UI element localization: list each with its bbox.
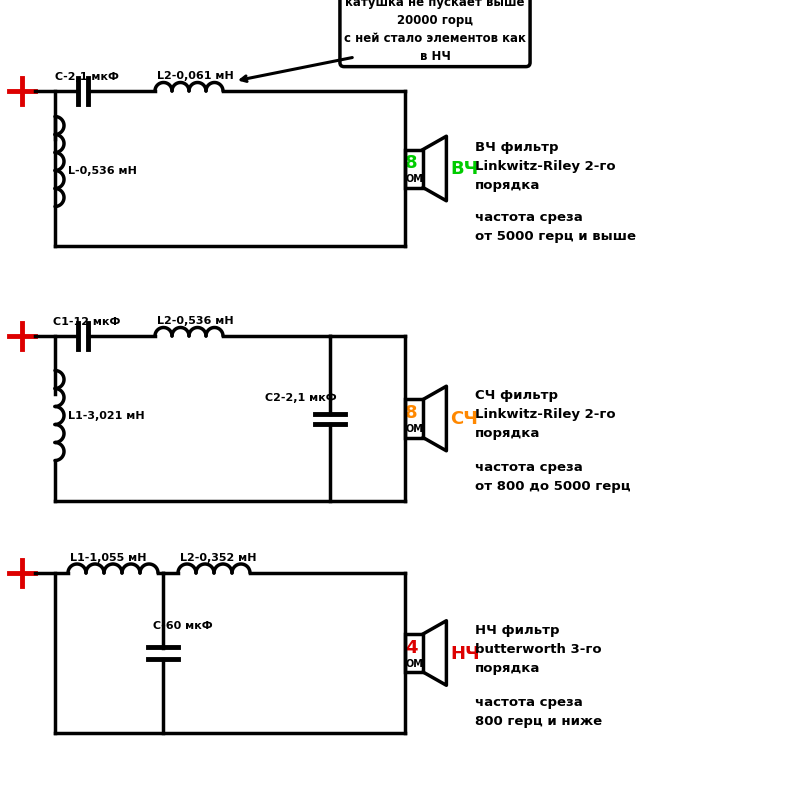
Bar bbox=[405, 400, 423, 438]
Text: СЧ фильтр
Linkwitz-Riley 2-го
порядка: СЧ фильтр Linkwitz-Riley 2-го порядка bbox=[475, 389, 616, 440]
Text: НЧ: НЧ bbox=[450, 644, 480, 663]
Bar bbox=[405, 150, 423, 188]
Text: катушка не пускает выше
20000 горц
с ней стало элементов как
в НЧ: катушка не пускает выше 20000 горц с ней… bbox=[344, 0, 526, 63]
Text: С-60 мкФ: С-60 мкФ bbox=[153, 620, 213, 630]
Text: частота среза
от 5000 герц и выше: частота среза от 5000 герц и выше bbox=[475, 211, 636, 243]
Text: 4: 4 bbox=[405, 638, 418, 656]
Text: частота среза
от 800 до 5000 герц: частота среза от 800 до 5000 герц bbox=[475, 461, 630, 493]
Text: НЧ фильтр
butterworth 3-го
порядка: НЧ фильтр butterworth 3-го порядка bbox=[475, 623, 602, 674]
Text: СЧ: СЧ bbox=[450, 410, 478, 428]
Text: L2-0,061 мН: L2-0,061 мН bbox=[157, 71, 234, 81]
Text: ОМ: ОМ bbox=[405, 659, 423, 668]
Text: 8: 8 bbox=[405, 154, 418, 172]
Bar bbox=[405, 634, 423, 672]
Text: частота среза
800 герц и ниже: частота среза 800 герц и ниже bbox=[475, 695, 602, 727]
Text: С2-2,1 мкФ: С2-2,1 мкФ bbox=[265, 393, 337, 403]
Text: ОМ: ОМ bbox=[405, 424, 423, 434]
Text: 8: 8 bbox=[405, 404, 418, 422]
Text: L1-3,021 мН: L1-3,021 мН bbox=[68, 411, 145, 421]
Text: L-0,536 мН: L-0,536 мН bbox=[68, 166, 137, 176]
Text: L1-1,055 мН: L1-1,055 мН bbox=[70, 552, 146, 562]
Text: С-2,1 мкФ: С-2,1 мкФ bbox=[55, 72, 119, 82]
Text: L2-0,536 мН: L2-0,536 мН bbox=[157, 315, 234, 325]
Text: ВЧ фильтр
Linkwitz-Riley 2-го
порядка: ВЧ фильтр Linkwitz-Riley 2-го порядка bbox=[475, 141, 616, 192]
Text: L2-0,352 мН: L2-0,352 мН bbox=[180, 552, 257, 562]
Text: ВЧ: ВЧ bbox=[450, 161, 478, 178]
Text: С1-12 мкФ: С1-12 мкФ bbox=[53, 316, 120, 327]
Text: ОМ: ОМ bbox=[405, 174, 423, 184]
